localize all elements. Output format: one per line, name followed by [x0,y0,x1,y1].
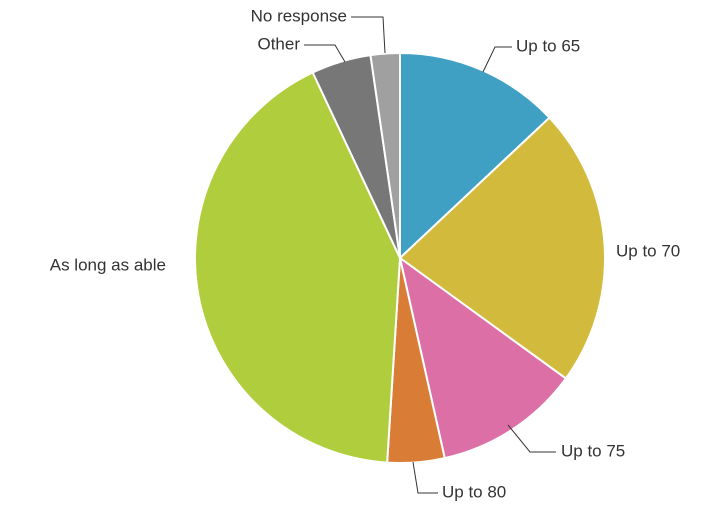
slice-label: No response [251,6,347,25]
slice-label: Up to 65 [516,36,580,55]
leader-line [507,424,556,453]
pie-slice [399,51,551,261]
leader-line [351,16,386,54]
slice-label: Other [257,34,300,53]
pie-slice [369,51,401,259]
slice-label: Up to 80 [442,482,506,501]
slice-label: Up to 70 [616,241,680,260]
pie-slice [398,116,606,380]
pie-slice [398,255,568,460]
slice-label: As long as able [50,255,166,274]
slice-label: Up to 75 [561,441,625,460]
leader-line [304,44,346,63]
pie-slice [194,71,402,464]
leader-line [482,46,512,73]
leader-line [412,461,438,494]
